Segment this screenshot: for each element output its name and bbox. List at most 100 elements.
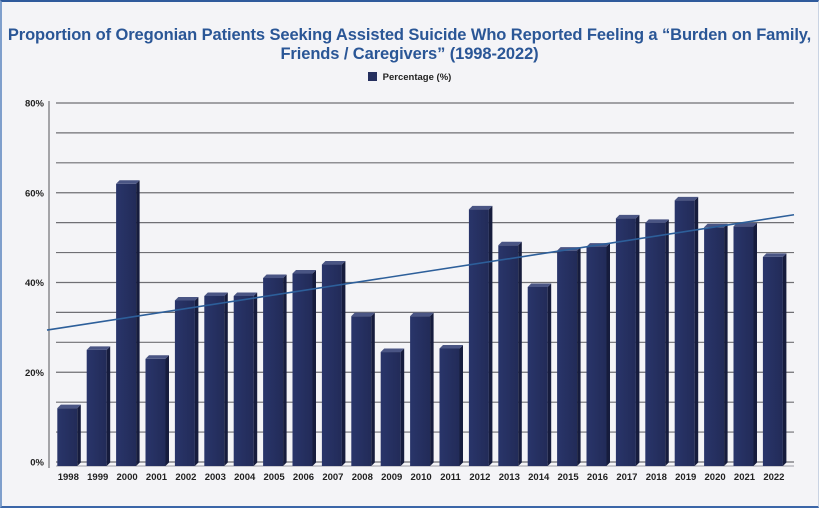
bar-2009 xyxy=(380,348,405,466)
trendline xyxy=(46,213,795,331)
x-tick-label: 2011 xyxy=(440,472,461,483)
bar-cap xyxy=(292,270,316,274)
bar-face xyxy=(410,316,431,466)
x-tick-label: 2021 xyxy=(734,472,756,483)
bar-cap xyxy=(263,274,287,279)
bar-cap xyxy=(762,253,787,257)
bar-cap xyxy=(645,219,669,223)
bar-2019 xyxy=(674,196,699,466)
bar-face xyxy=(263,278,284,466)
bar-side xyxy=(194,296,199,466)
bar-face xyxy=(57,408,78,466)
legend-swatch-icon xyxy=(367,72,377,81)
x-tick-label: 2007 xyxy=(322,472,343,483)
bar-face xyxy=(615,218,636,466)
bar-2015 xyxy=(557,247,581,466)
x-tick-label: 2020 xyxy=(705,472,726,483)
x-tick-label: 2002 xyxy=(175,472,196,483)
x-tick-label: 2019 xyxy=(675,472,696,483)
bar-side xyxy=(459,344,463,466)
bar-2016 xyxy=(586,243,610,466)
x-tick-label: 1999 xyxy=(87,472,108,483)
bar-face xyxy=(557,250,578,466)
bar-cap xyxy=(86,346,111,350)
bar-side xyxy=(341,261,346,466)
legend-label: Percentage (%) xyxy=(382,72,452,83)
bar-1998 xyxy=(57,404,81,466)
bar-side xyxy=(577,247,581,466)
bar-side xyxy=(77,404,81,466)
x-tick-label: 2017 xyxy=(616,472,637,483)
x-tick-label: 2001 xyxy=(146,472,168,483)
y-tick-label: 0% xyxy=(30,458,44,469)
bar-cap xyxy=(439,344,463,349)
bar-face xyxy=(733,226,754,466)
x-tick-label: 2003 xyxy=(205,472,226,483)
chart-title-line-2: Friends / Caregivers” (1998-2022) xyxy=(280,45,539,63)
bar-2012 xyxy=(468,205,493,466)
bar-face xyxy=(586,246,607,466)
bar-2013 xyxy=(498,241,522,466)
bar-face xyxy=(674,200,695,466)
bar-cap xyxy=(321,261,346,265)
x-tick-label: 2022 xyxy=(763,472,784,483)
bar-side xyxy=(606,243,610,466)
bar-side xyxy=(253,292,258,466)
bar-2005 xyxy=(263,274,287,466)
x-tick-label: 2015 xyxy=(558,472,580,483)
bar-side xyxy=(724,223,728,466)
bar-side xyxy=(635,214,640,466)
bar-cap xyxy=(410,312,434,317)
bar-cap xyxy=(233,292,258,296)
bar-side xyxy=(136,180,140,466)
bar-face xyxy=(351,316,372,466)
bar-2001 xyxy=(145,355,169,466)
bar-2020 xyxy=(704,223,728,466)
bar-side xyxy=(665,219,669,466)
x-tick-label: 2013 xyxy=(499,472,520,483)
bar-side xyxy=(753,222,757,466)
bar-face xyxy=(233,295,254,466)
y-tick-label: 60% xyxy=(25,188,45,199)
bar-face xyxy=(86,349,107,466)
bar-face xyxy=(704,227,725,466)
bar-face xyxy=(380,352,401,466)
bar-side xyxy=(165,355,169,466)
bar-side xyxy=(430,312,434,466)
x-tick-label: 2004 xyxy=(234,472,256,483)
bar-2002 xyxy=(174,296,199,466)
bar-face xyxy=(645,222,666,466)
bar-cap xyxy=(498,241,522,246)
bar-2014 xyxy=(527,283,552,466)
bar-cap xyxy=(380,348,405,353)
bar-side xyxy=(518,241,522,466)
bar-cap xyxy=(674,196,699,201)
bar-face xyxy=(204,295,225,466)
bar-face xyxy=(498,245,519,466)
bar-side xyxy=(283,274,287,466)
x-tick-label: 2012 xyxy=(469,472,490,483)
bar-cap xyxy=(57,404,81,409)
bar-cap xyxy=(351,312,375,317)
bar-face xyxy=(439,348,460,466)
bar-side xyxy=(371,312,375,466)
bar-side xyxy=(400,348,405,466)
x-tick-label: 2000 xyxy=(117,472,138,483)
bar-face xyxy=(174,300,195,466)
bar-cap xyxy=(174,296,199,301)
bar-2003 xyxy=(204,292,228,466)
bar-side xyxy=(224,292,228,466)
bar-2022 xyxy=(762,253,787,466)
bar-cap xyxy=(145,355,169,359)
bar-2021 xyxy=(733,222,757,466)
x-tick-label: 2016 xyxy=(587,472,608,483)
bar-2017 xyxy=(615,214,640,466)
bar-side xyxy=(694,196,699,466)
legend: Percentage (%) xyxy=(0,72,819,83)
bar-side xyxy=(312,270,316,466)
bar-cap xyxy=(204,292,228,296)
x-tick-label: 2008 xyxy=(352,472,373,483)
bar-cap xyxy=(116,180,140,184)
bar-face xyxy=(145,358,166,466)
